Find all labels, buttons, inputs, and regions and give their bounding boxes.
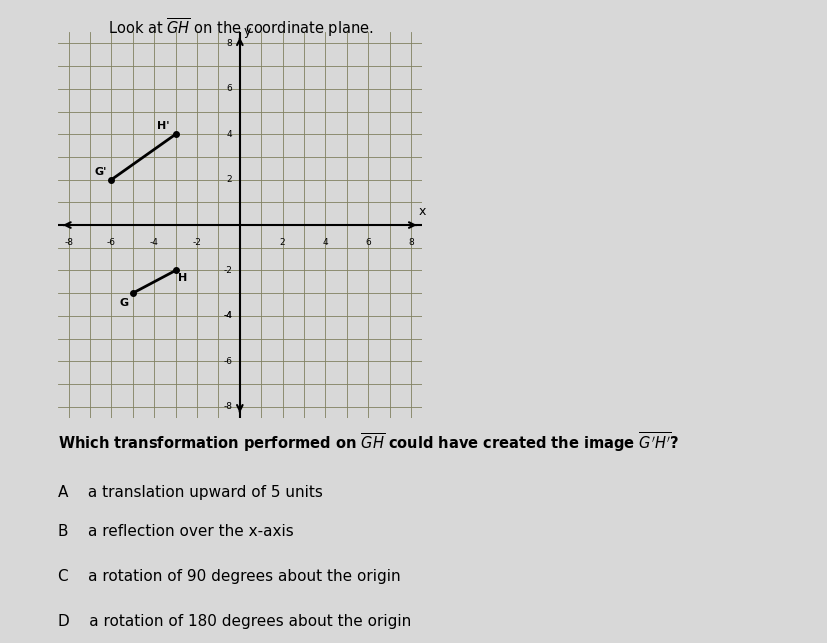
Text: 2: 2 xyxy=(227,175,232,184)
Text: 8: 8 xyxy=(409,237,414,246)
Text: 6: 6 xyxy=(227,84,232,93)
Text: Look at $\overline{GH}$ on the coordinate plane.: Look at $\overline{GH}$ on the coordinat… xyxy=(108,16,373,39)
Text: -2: -2 xyxy=(223,266,232,275)
Text: 4: 4 xyxy=(323,237,328,246)
Text: y: y xyxy=(244,25,251,38)
Text: H': H' xyxy=(156,121,170,131)
Text: -6: -6 xyxy=(223,357,232,366)
Text: C    a rotation of 90 degrees about the origin: C a rotation of 90 degrees about the ori… xyxy=(58,569,400,584)
Text: H: H xyxy=(178,273,187,283)
Text: x: x xyxy=(418,205,426,218)
Text: D    a rotation of 180 degrees about the origin: D a rotation of 180 degrees about the or… xyxy=(58,614,411,629)
Text: G': G' xyxy=(95,167,108,177)
Text: B    a reflection over the x-axis: B a reflection over the x-axis xyxy=(58,524,294,539)
Text: -4: -4 xyxy=(150,237,159,246)
Text: -6: -6 xyxy=(107,237,116,246)
Text: -2: -2 xyxy=(193,237,202,246)
Text: 6: 6 xyxy=(366,237,371,246)
Text: 2: 2 xyxy=(280,237,285,246)
Text: Which transformation performed on $\overline{GH}$ could have created the image $: Which transformation performed on $\over… xyxy=(58,431,680,454)
Text: 8: 8 xyxy=(227,39,232,48)
Text: 4: 4 xyxy=(227,130,232,139)
Text: -4: -4 xyxy=(223,311,232,320)
Text: G: G xyxy=(119,298,128,307)
Text: -4: -4 xyxy=(223,311,232,320)
Text: A    a translation upward of 5 units: A a translation upward of 5 units xyxy=(58,485,323,500)
Text: -8: -8 xyxy=(64,237,73,246)
Text: -8: -8 xyxy=(223,402,232,411)
